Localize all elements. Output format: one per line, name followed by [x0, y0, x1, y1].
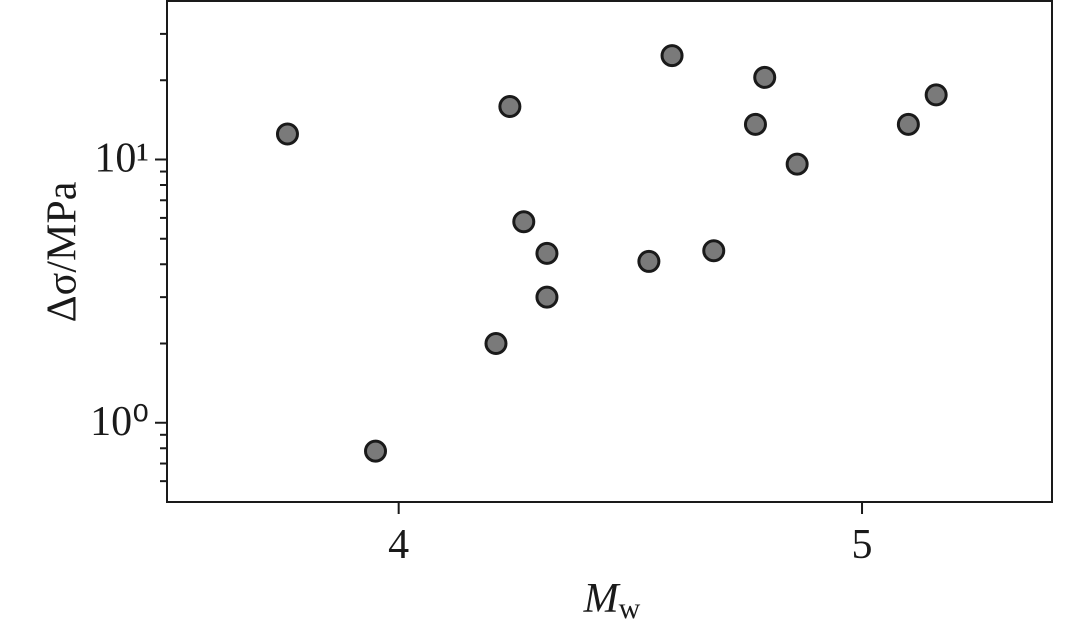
data-point	[498, 94, 522, 118]
x-axis-label-sub: w	[619, 592, 641, 625]
data-point	[743, 112, 767, 136]
data-point	[785, 152, 809, 176]
data-point	[535, 285, 559, 309]
data-point	[484, 332, 508, 356]
x-axis-label: Mw	[583, 576, 641, 625]
data-point	[753, 65, 777, 89]
x-tick-label: 5	[852, 522, 873, 568]
y-tick-label: 10⁰	[90, 399, 149, 445]
y-axis-label: Δσ/MPa	[40, 181, 86, 322]
x-tick-label: 4	[388, 522, 409, 568]
data-point	[637, 249, 661, 273]
plot-frame	[166, 0, 1053, 503]
data-point	[924, 83, 948, 107]
data-point	[535, 241, 559, 265]
data-point	[896, 112, 920, 136]
data-point	[364, 439, 388, 463]
data-point	[512, 210, 536, 234]
x-axis-label-main: M	[583, 576, 621, 622]
data-point	[275, 122, 299, 146]
y-tick-label: 10¹	[94, 135, 149, 181]
data-point	[702, 239, 726, 263]
data-point	[660, 44, 684, 68]
